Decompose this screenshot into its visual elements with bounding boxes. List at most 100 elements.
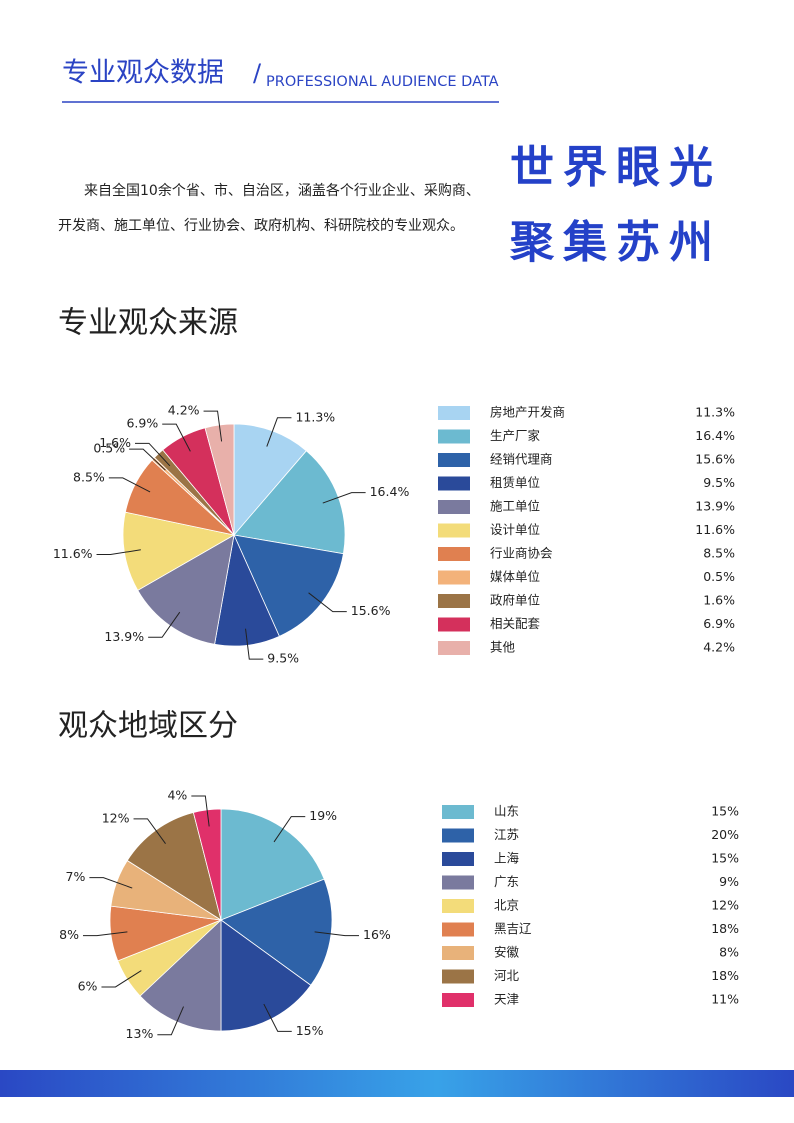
- data-label: 8.5%: [73, 469, 105, 484]
- data-label: 6.9%: [126, 416, 158, 431]
- data-label: 11.3%: [295, 409, 335, 424]
- legend-swatch: [438, 500, 470, 514]
- legend-swatch: [438, 476, 470, 491]
- data-label: 11.6%: [53, 546, 93, 561]
- legend-swatch: [442, 993, 474, 1007]
- leader-line: [135, 442, 171, 467]
- legend-value: 20%: [711, 827, 739, 842]
- legend-label: 经销代理商: [490, 452, 553, 467]
- legend-label: 天津: [494, 992, 519, 1007]
- data-label: 8%: [59, 927, 79, 942]
- intro-line: 来自全国10余个省、市、自治区，涵盖各个行业企业、采购商、: [84, 182, 480, 199]
- leader-line: [148, 611, 181, 638]
- legend-value: 9%: [719, 874, 739, 889]
- legend-value: 8.5%: [703, 546, 735, 561]
- legend-swatch: [438, 523, 470, 538]
- header-title: 专业观众数据: [62, 58, 224, 89]
- legend-swatch: [438, 429, 470, 444]
- slogan: 世界眼光: [510, 142, 722, 193]
- legend-label: 黑吉辽: [494, 921, 532, 936]
- leader-line: [322, 492, 366, 504]
- legend-value: 18%: [711, 968, 739, 983]
- legend-label: 安徽: [494, 945, 520, 960]
- data-label: 4.2%: [168, 403, 200, 418]
- legend-label: 其他: [490, 640, 516, 655]
- legend-value: 13.9%: [695, 499, 735, 514]
- legend-value: 11%: [711, 992, 739, 1007]
- legend-value: 4.2%: [703, 640, 735, 655]
- intro-line: 开发商、施工单位、行业协会、政府机构、科研院校的专业观众。: [58, 217, 464, 234]
- legend-label: 河北: [494, 968, 520, 983]
- legend-swatch: [442, 852, 474, 866]
- leader-line: [314, 931, 360, 937]
- legend-label: 相关配套: [490, 616, 541, 631]
- legend-label: 房地产开发商: [490, 405, 565, 420]
- legend-swatch: [438, 547, 470, 561]
- legend-swatch: [438, 570, 470, 585]
- data-label: 16%: [363, 927, 391, 942]
- data-label: 15%: [296, 1023, 324, 1038]
- leader-line: [263, 1003, 292, 1032]
- section-title: 专业观众来源: [58, 306, 238, 341]
- legend-swatch: [438, 617, 470, 632]
- legend-label: 上海: [494, 851, 520, 866]
- data-label: 7%: [66, 869, 86, 884]
- legend-swatch: [438, 594, 470, 608]
- data-label: 13%: [126, 1026, 154, 1041]
- leader-line: [203, 410, 223, 442]
- legend-label: 山东: [494, 804, 519, 819]
- data-label: 0.5%: [93, 441, 125, 456]
- leader-line: [191, 795, 210, 827]
- legend-value: 9.5%: [703, 475, 735, 490]
- leader-line: [308, 592, 347, 613]
- leader-line: [245, 628, 264, 660]
- data-label: 19%: [309, 808, 337, 823]
- legend-swatch: [438, 406, 470, 420]
- leader-line: [266, 417, 292, 447]
- legend-swatch: [442, 805, 474, 819]
- legend-value: 11.6%: [695, 522, 735, 537]
- header-separator: /: [253, 59, 262, 87]
- legend-label: 施工单位: [490, 499, 540, 514]
- leader-line: [273, 816, 306, 843]
- legend-label: 设计单位: [490, 522, 540, 537]
- legend-value: 8%: [719, 945, 739, 960]
- legend-value: 18%: [711, 921, 739, 936]
- legend-value: 11.3%: [695, 405, 735, 420]
- leader-line: [108, 477, 151, 493]
- header-subtitle: PROFESSIONAL AUDIENCE DATA: [266, 74, 499, 90]
- data-label: 6%: [78, 978, 98, 993]
- legend-label: 生产厂家: [490, 428, 541, 443]
- legend-label: 租赁单位: [490, 475, 540, 490]
- legend-swatch: [438, 453, 470, 467]
- legend-value: 1.6%: [703, 593, 735, 608]
- legend-value: 16.4%: [695, 428, 735, 443]
- legend-value: 0.5%: [703, 569, 735, 584]
- legend-swatch: [442, 946, 474, 960]
- legend-value: 6.9%: [703, 616, 735, 631]
- leader-line: [157, 1006, 184, 1036]
- legend-label: 北京: [494, 898, 519, 913]
- legend-swatch: [442, 922, 474, 937]
- leader-line: [129, 448, 166, 471]
- legend-label: 行业商协会: [490, 546, 553, 561]
- legend-label: 政府单位: [490, 593, 540, 608]
- legend-swatch: [442, 875, 474, 890]
- section-title: 观众地域区分: [58, 709, 238, 744]
- legend-swatch: [442, 828, 474, 843]
- legend-value: 12%: [711, 898, 739, 913]
- legend-swatch: [442, 969, 474, 984]
- data-label: 4%: [167, 787, 187, 802]
- legend-swatch: [442, 899, 474, 913]
- leader-line: [96, 549, 141, 556]
- slogan: 聚集苏州: [509, 217, 722, 268]
- leader-line: [162, 423, 191, 452]
- leader-line: [133, 818, 166, 844]
- data-label: 1.6%: [99, 435, 131, 450]
- leader-line: [89, 877, 133, 889]
- legend-label: 广东: [494, 874, 519, 889]
- data-label: 13.9%: [104, 629, 144, 644]
- legend-label: 媒体单位: [490, 569, 540, 584]
- legend-value: 15%: [711, 851, 739, 866]
- legend-label: 江苏: [494, 827, 519, 842]
